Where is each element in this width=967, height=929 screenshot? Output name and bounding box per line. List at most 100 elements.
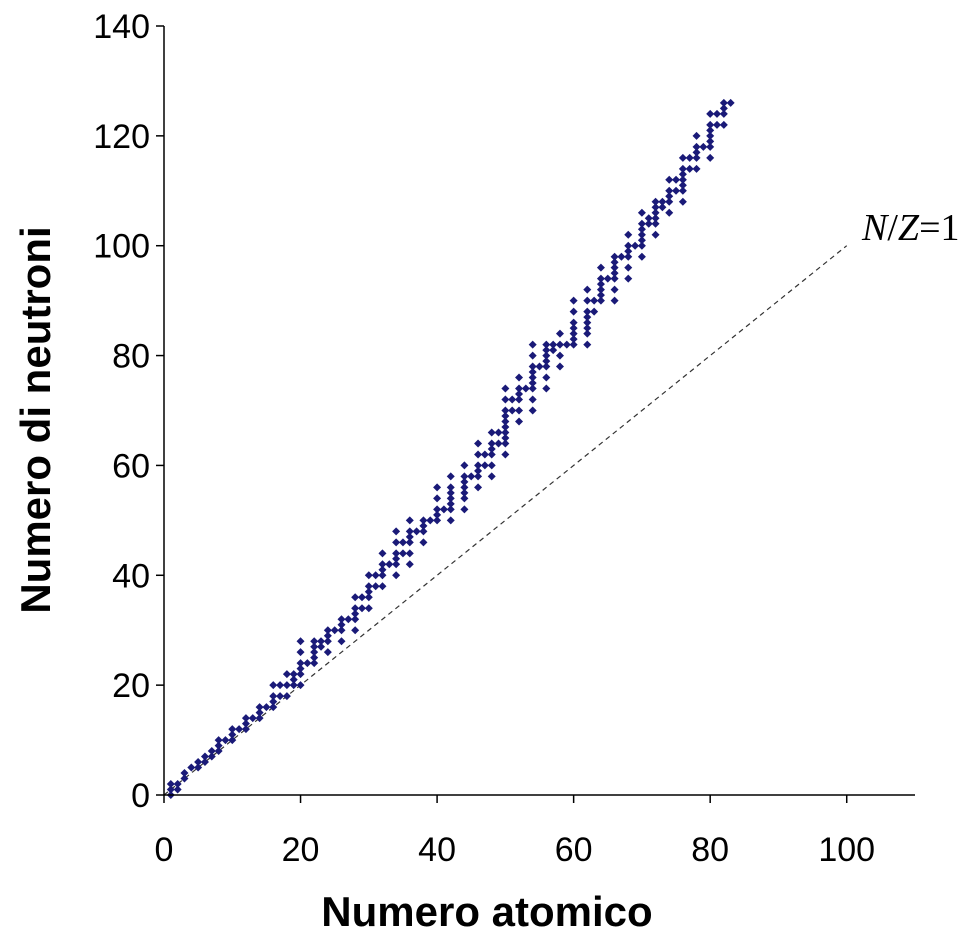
data-point <box>726 98 735 107</box>
data-point <box>596 280 605 289</box>
data-point <box>651 197 660 206</box>
data-point <box>433 494 442 503</box>
data-point <box>583 340 592 349</box>
data-point <box>412 527 421 536</box>
data-point <box>528 373 537 382</box>
y-tick-label: 60 <box>112 447 150 485</box>
data-point <box>665 208 674 217</box>
data-point <box>405 560 414 569</box>
data-point <box>583 313 592 322</box>
data-point <box>439 505 448 514</box>
data-point <box>528 379 537 388</box>
data-point <box>378 582 387 591</box>
data-point <box>460 477 469 486</box>
data-point <box>685 153 694 162</box>
data-point <box>535 362 544 371</box>
data-point <box>446 472 455 481</box>
data-point <box>706 120 715 129</box>
data-point <box>706 109 715 118</box>
data-point <box>487 450 496 459</box>
data-point <box>228 730 237 739</box>
data-point <box>433 516 442 525</box>
data-point <box>173 780 182 789</box>
data-point <box>194 758 203 767</box>
data-point <box>583 296 592 305</box>
x-axis-title: Numero atomico <box>321 888 652 929</box>
data-point <box>637 208 646 217</box>
data-point <box>562 340 571 349</box>
data-point <box>624 241 633 250</box>
data-point <box>317 637 326 646</box>
data-point <box>351 615 360 624</box>
data-point <box>474 483 483 492</box>
data-point <box>405 516 414 525</box>
data-point <box>446 516 455 525</box>
data-point <box>706 126 715 135</box>
data-point <box>610 274 619 283</box>
data-point <box>596 296 605 305</box>
data-point <box>685 164 694 173</box>
data-point <box>569 324 578 333</box>
data-point <box>303 659 312 668</box>
data-point <box>678 175 687 184</box>
data-point <box>651 230 660 239</box>
data-point <box>644 214 653 223</box>
data-point <box>637 225 646 234</box>
data-point <box>651 219 660 228</box>
data-point <box>310 642 319 651</box>
data-point <box>289 675 298 684</box>
data-point <box>487 444 496 453</box>
data-point <box>310 653 319 662</box>
reference-line-label: N/Z=1 <box>861 207 960 249</box>
data-point <box>385 560 394 569</box>
data-point <box>474 450 483 459</box>
data-point <box>460 483 469 492</box>
data-point <box>515 417 524 426</box>
data-point <box>658 197 667 206</box>
data-point <box>542 357 551 366</box>
data-point <box>713 109 722 118</box>
data-point <box>433 505 442 514</box>
data-point <box>528 384 537 393</box>
data-point <box>296 664 305 673</box>
data-point <box>637 252 646 261</box>
data-point <box>692 164 701 173</box>
x-tick-label: 100 <box>818 831 875 869</box>
data-point <box>282 670 291 679</box>
data-point <box>460 488 469 497</box>
data-point <box>542 346 551 355</box>
data-point <box>555 362 564 371</box>
data-point <box>542 384 551 393</box>
data-point <box>207 752 216 761</box>
data-point <box>296 659 305 668</box>
data-point <box>501 422 510 431</box>
data-point <box>610 285 619 294</box>
data-point <box>282 681 291 690</box>
data-point <box>665 186 674 195</box>
data-point <box>392 554 401 563</box>
data-point <box>460 505 469 514</box>
data-point <box>494 428 503 437</box>
data-point <box>583 324 592 333</box>
data-point <box>364 593 373 602</box>
data-point <box>501 428 510 437</box>
x-tick-label: 80 <box>691 831 729 869</box>
data-point <box>651 203 660 212</box>
data-point <box>194 763 203 772</box>
data-point <box>474 461 483 470</box>
data-point <box>392 549 401 558</box>
data-point <box>528 351 537 360</box>
y-axis-title: Numero di neutroni <box>12 226 59 613</box>
data-point <box>583 285 592 294</box>
data-point <box>241 725 250 734</box>
data-point <box>624 252 633 261</box>
data-point <box>624 247 633 256</box>
data-point <box>310 637 319 646</box>
data-point <box>241 719 250 728</box>
data-point <box>706 142 715 151</box>
data-point <box>569 329 578 338</box>
y-tick-label: 20 <box>112 667 150 705</box>
data-point <box>494 439 503 448</box>
data-point <box>317 642 326 651</box>
data-point <box>637 241 646 250</box>
